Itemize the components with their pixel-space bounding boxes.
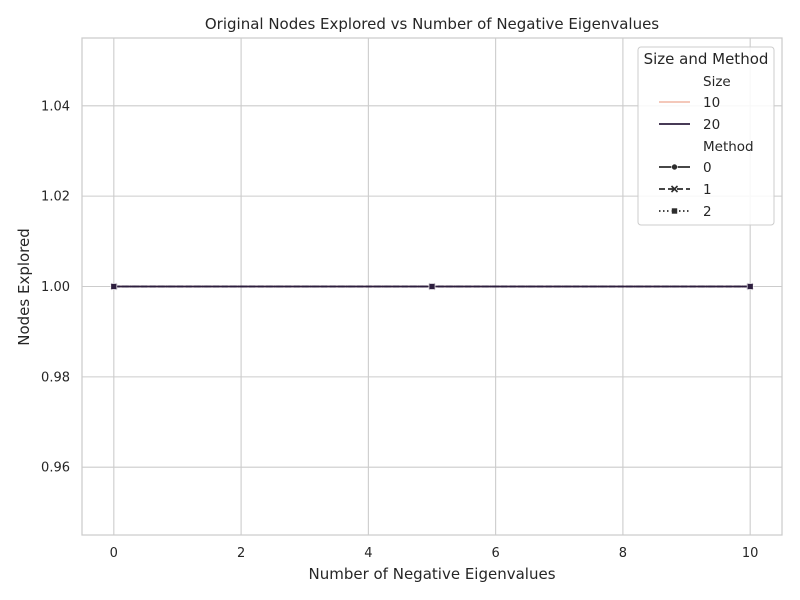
x-tick-label: 4 [364,546,372,561]
y-tick-label: 1.00 [41,280,70,295]
legend-box [637,46,775,226]
x-tick-label: 10 [742,546,759,561]
data-point [746,283,754,290]
legend-size-label: 10 [703,95,720,111]
x-axis-title: Number of Negative Eigenvalues [308,565,555,583]
legend-methods: 0 1 2 [659,160,712,220]
legend-method-header: Method [703,139,754,155]
legend-method-marker [670,185,679,193]
plot-frame [81,37,783,536]
tick-labels: 0 2 4 6 8 100.960.981.001.021.04 [41,99,758,561]
legend-title: Size and Method [644,50,769,68]
y-axis-title: Nodes Explored [15,228,33,346]
legend-method-label: 0 [703,160,712,176]
x-tick-label: 6 [491,546,499,561]
data-point [428,283,436,290]
series-size-20-method-2 [110,283,754,290]
legend-method-label: 1 [703,182,712,198]
x-tick-label: 8 [619,546,627,561]
series-layer [110,282,754,291]
chart-title: Original Nodes Explored vs Number of Neg… [205,15,659,33]
legend-size-header: Size [703,74,731,90]
legend-method-marker [671,207,678,215]
y-tick-label: 1.02 [41,190,70,205]
x-tick-label: 2 [237,546,245,561]
y-tick-label: 0.96 [41,461,70,476]
x-tick-label: 0 [110,546,118,561]
legend-size-label: 20 [703,117,720,133]
y-tick-label: 0.98 [41,370,70,385]
legend-method-label: 2 [703,204,712,220]
y-tick-label: 1.04 [41,99,70,114]
data-point [110,283,118,290]
legend-method-marker [671,163,678,171]
